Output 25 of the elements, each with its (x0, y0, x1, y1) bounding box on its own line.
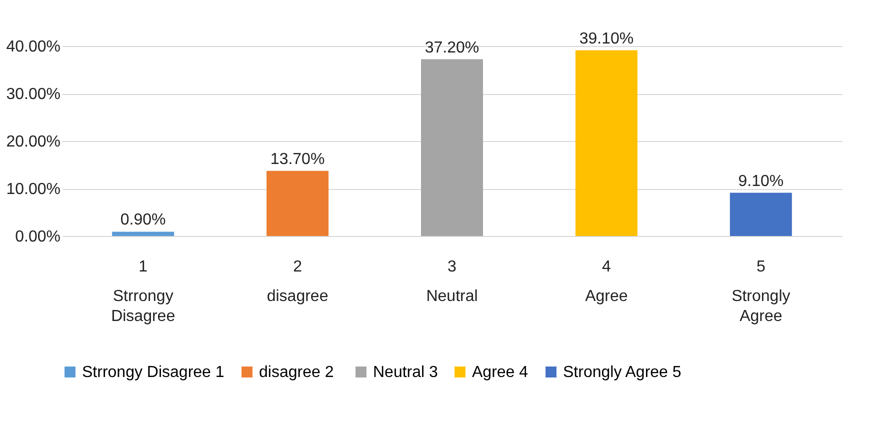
data-label: 37.20% (424, 39, 480, 56)
text: Strrongy Disagree (111, 288, 176, 325)
legend-label: Agree 4 (472, 364, 528, 381)
x-tick-label: 5 (756, 258, 766, 276)
x-tick-label: 4 (602, 258, 611, 276)
legend-label: Strrongy Disagree 1 (82, 364, 224, 381)
y-tick-label: 10.00% (6, 181, 60, 198)
text: disagree (266, 288, 328, 305)
text: Neutral (426, 288, 478, 305)
x-tick-label: 2 (293, 258, 302, 276)
legend-label: Strongly Agree 5 (563, 364, 682, 381)
data-label: 9.10% (738, 172, 784, 190)
x-tick-label: 1 (138, 258, 148, 276)
y-tick-label: 30.00% (6, 86, 60, 103)
legend-label: Neutral 3 (373, 364, 438, 381)
text: Strongly Agree (732, 288, 790, 325)
y-tick-label: 20.00% (6, 134, 60, 150)
legend-label: disagree 2 (259, 364, 334, 381)
y-tick-label: 40.00% (6, 38, 60, 56)
x-tick-label: 3 (448, 258, 457, 276)
data-label: 39.10% (579, 30, 634, 48)
data-label: 13.70% (270, 150, 325, 168)
data-label: 0.90% (120, 212, 166, 229)
text: Agree (585, 288, 628, 305)
y-tick-label: 0.00% (15, 228, 60, 246)
